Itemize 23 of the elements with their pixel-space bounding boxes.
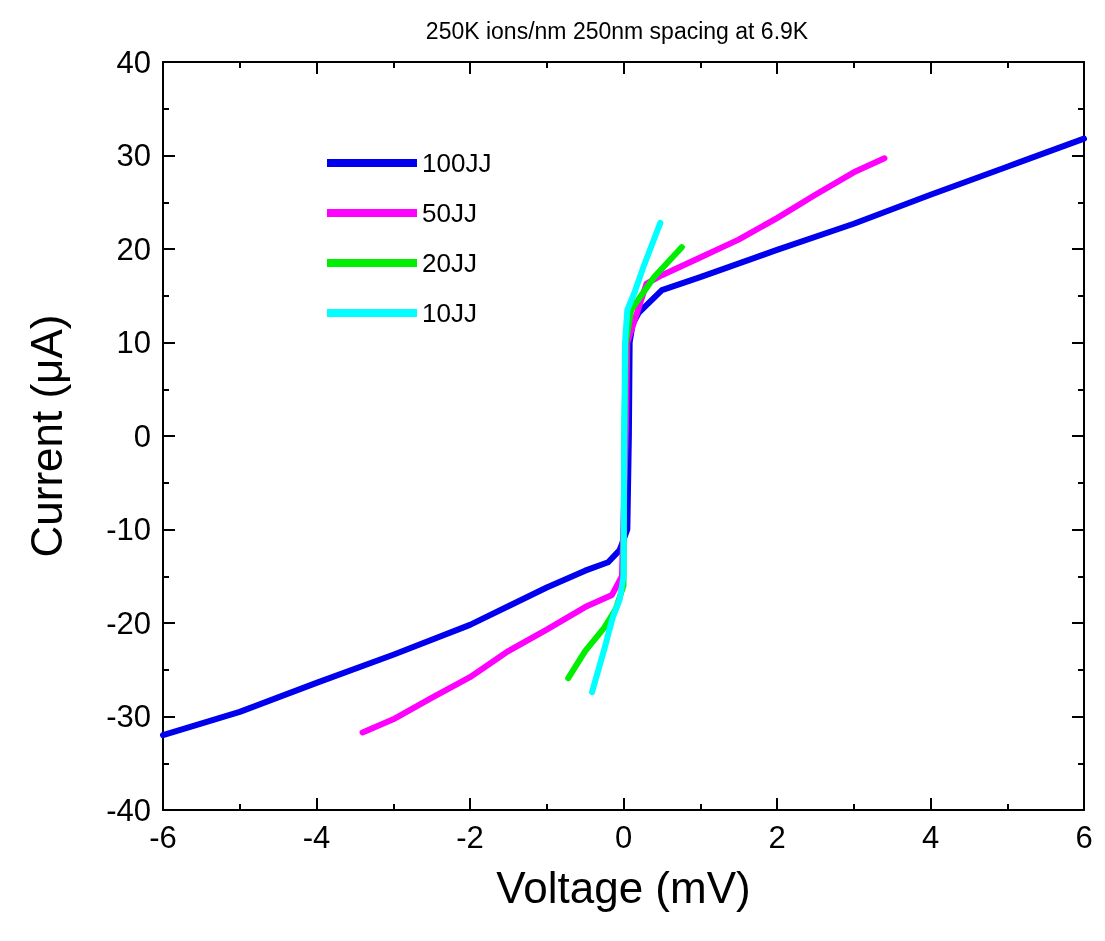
x-tick-label: 0	[614, 820, 633, 855]
x-tick-label: -2	[456, 820, 484, 855]
y-axis-title: Current (μA)	[21, 314, 71, 558]
y-tick-label: 30	[116, 138, 151, 173]
y-tick-label: -10	[106, 512, 151, 547]
y-tick-label: -20	[106, 605, 151, 641]
x-tick-label: -6	[149, 820, 177, 855]
y-tick-label: -30	[106, 699, 151, 734]
legend-label: 100JJ	[422, 148, 492, 178]
chart-title: 250K ions/nm 250nm spacing at 6.9K	[425, 17, 809, 44]
y-tick-label: 10	[116, 325, 151, 360]
legend-label: 20JJ	[422, 248, 477, 278]
y-tick-label: -40	[106, 792, 151, 828]
legend-label: 10JJ	[422, 298, 477, 328]
legend-label: 50JJ	[422, 198, 477, 228]
y-tick-label: 40	[116, 44, 151, 80]
x-tick-label: 2	[768, 820, 786, 855]
y-tick-label: 0	[133, 418, 151, 454]
x-tick-label: 4	[921, 820, 940, 855]
y-tick-label: 20	[116, 231, 151, 267]
x-tick-label: -4	[302, 820, 331, 855]
x-tick-label: 6	[1075, 820, 1093, 855]
x-axis-title: Voltage (mV)	[496, 862, 751, 912]
